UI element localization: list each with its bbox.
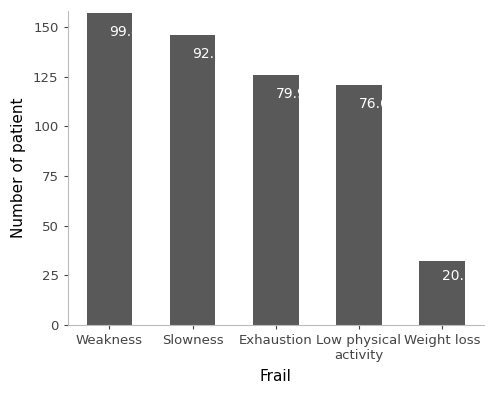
X-axis label: Frail: Frail — [260, 369, 292, 384]
Bar — [170, 35, 216, 325]
Text: 92.9%: 92.9% — [192, 47, 236, 61]
Y-axis label: Number of patient: Number of patient — [11, 98, 26, 238]
Text: 20.1%: 20.1% — [442, 269, 486, 283]
Text: 76.6%: 76.6% — [359, 96, 403, 111]
Text: 99.4%: 99.4% — [110, 25, 154, 39]
Bar — [419, 261, 465, 325]
Bar — [336, 85, 382, 325]
Text: 79.9%: 79.9% — [276, 87, 320, 101]
Bar — [253, 75, 298, 325]
Bar — [86, 13, 132, 325]
